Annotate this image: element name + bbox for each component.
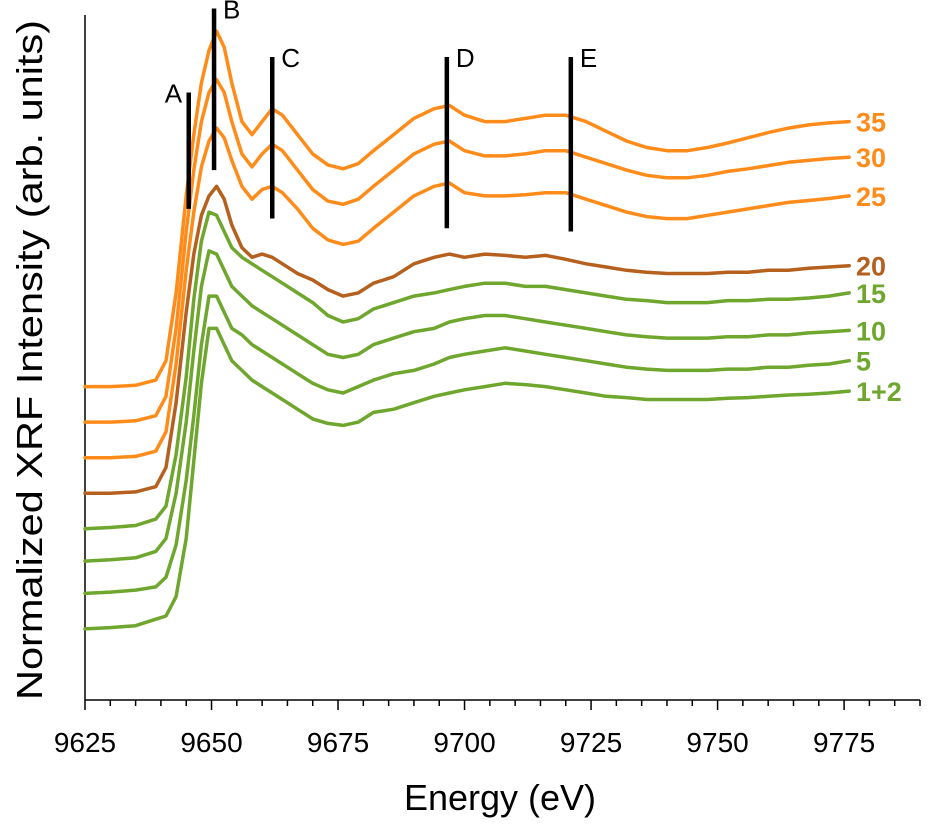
marker-labels: A B C D E — [165, 0, 597, 109]
series-label-20: 20 — [856, 252, 886, 282]
x-tick-label: 9775 — [813, 727, 875, 758]
x-tick-label: 9675 — [307, 727, 369, 758]
x-tick-label: 9725 — [560, 727, 622, 758]
marker-label-e: E — [580, 43, 597, 73]
series-line-35 — [83, 29, 851, 389]
marker-label-c: C — [281, 43, 300, 73]
y-axis-title: Normalized XRF Intensity (arb. units) — [9, 20, 50, 700]
series-label-10: 10 — [856, 316, 886, 346]
x-tick-label: 9625 — [54, 727, 116, 758]
x-tick-labels: 9625 9650 9675 9700 9725 9750 9775 — [54, 727, 875, 758]
series-line-10 — [83, 249, 851, 563]
series-line-25 — [83, 126, 851, 460]
series-line-1-2 — [83, 326, 851, 631]
series-lines — [83, 29, 851, 631]
series-label-25: 25 — [856, 182, 886, 212]
marker-label-a: A — [165, 79, 183, 109]
x-ticks — [84, 700, 921, 710]
x-axis-title: Energy (eV) — [404, 777, 596, 818]
marker-label-b: B — [223, 0, 240, 25]
series-label-35: 35 — [856, 108, 886, 138]
marker-label-d: D — [456, 43, 475, 73]
series-label-5: 5 — [856, 347, 871, 377]
x-tick-label: 9750 — [686, 727, 748, 758]
series-line-5 — [83, 294, 851, 596]
axes: 9625 9650 9675 9700 9725 9750 9775 — [54, 15, 921, 758]
series-label-1-2: 1+2 — [856, 377, 902, 407]
series-line-15 — [83, 210, 851, 531]
marker-lines — [186, 8, 574, 232]
x-tick-label: 9700 — [433, 727, 495, 758]
series-label-15: 15 — [856, 279, 886, 309]
series-label-30: 30 — [856, 143, 886, 173]
series-line-30 — [83, 77, 851, 424]
series-line-20 — [83, 184, 851, 495]
x-tick-label: 9650 — [180, 727, 242, 758]
